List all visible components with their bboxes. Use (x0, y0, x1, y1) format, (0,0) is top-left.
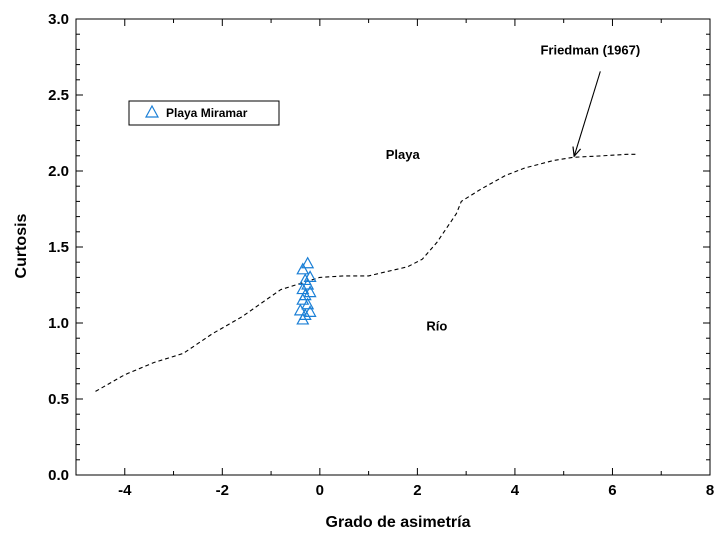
scatter-points (293, 256, 317, 325)
data-point-triangle (298, 273, 312, 286)
legend-label: Playa Miramar (166, 106, 248, 120)
x-axis-title: Grado de asimetría (326, 514, 471, 531)
y-tick-label: 2.0 (48, 163, 69, 180)
data-point-triangle (296, 262, 310, 275)
legend-triangle-marker (144, 104, 160, 118)
y-tick-label: 1.0 (48, 315, 69, 332)
annotation-playa: Playa (386, 147, 421, 162)
x-tick-label: 0 (316, 482, 324, 499)
plot-frame (75, 18, 711, 476)
annotation-arrow (574, 71, 601, 155)
x-tick-label: 2 (413, 482, 421, 499)
x-tick-label: 6 (608, 482, 616, 499)
y-tick-label: 0.0 (48, 467, 69, 484)
legend: Playa Miramar (128, 100, 280, 126)
y-tick-label: 1.5 (48, 239, 69, 256)
data-point-triangle (303, 270, 317, 282)
x-tick-label: -4 (118, 482, 132, 499)
x-tick-label: 8 (706, 482, 714, 499)
y-tick-label: 3.0 (48, 11, 69, 28)
x-tick-label: 4 (511, 482, 520, 499)
y-axis-ticks: 0.0 0.5 1.0 1.5 2.0 2.5 3.0 (48, 11, 710, 484)
x-axis-ticks: -4 -2 0 2 4 6 8 (75, 19, 714, 499)
data-point-triangle (293, 303, 307, 316)
data-point-triangle (298, 288, 312, 301)
annotation-friedman: Friedman (1967) (540, 42, 640, 57)
x-tick-label: -2 (216, 482, 229, 499)
y-tick-label: 2.5 (48, 87, 69, 104)
friedman-boundary-line (95, 153, 637, 392)
annotation-rio: Río (426, 319, 447, 334)
legend-box (128, 100, 280, 126)
y-tick-label: 0.5 (48, 391, 69, 408)
data-point-triangle (301, 256, 315, 269)
data-point-triangle (303, 305, 317, 317)
y-axis-title: Curtosis (13, 213, 30, 278)
